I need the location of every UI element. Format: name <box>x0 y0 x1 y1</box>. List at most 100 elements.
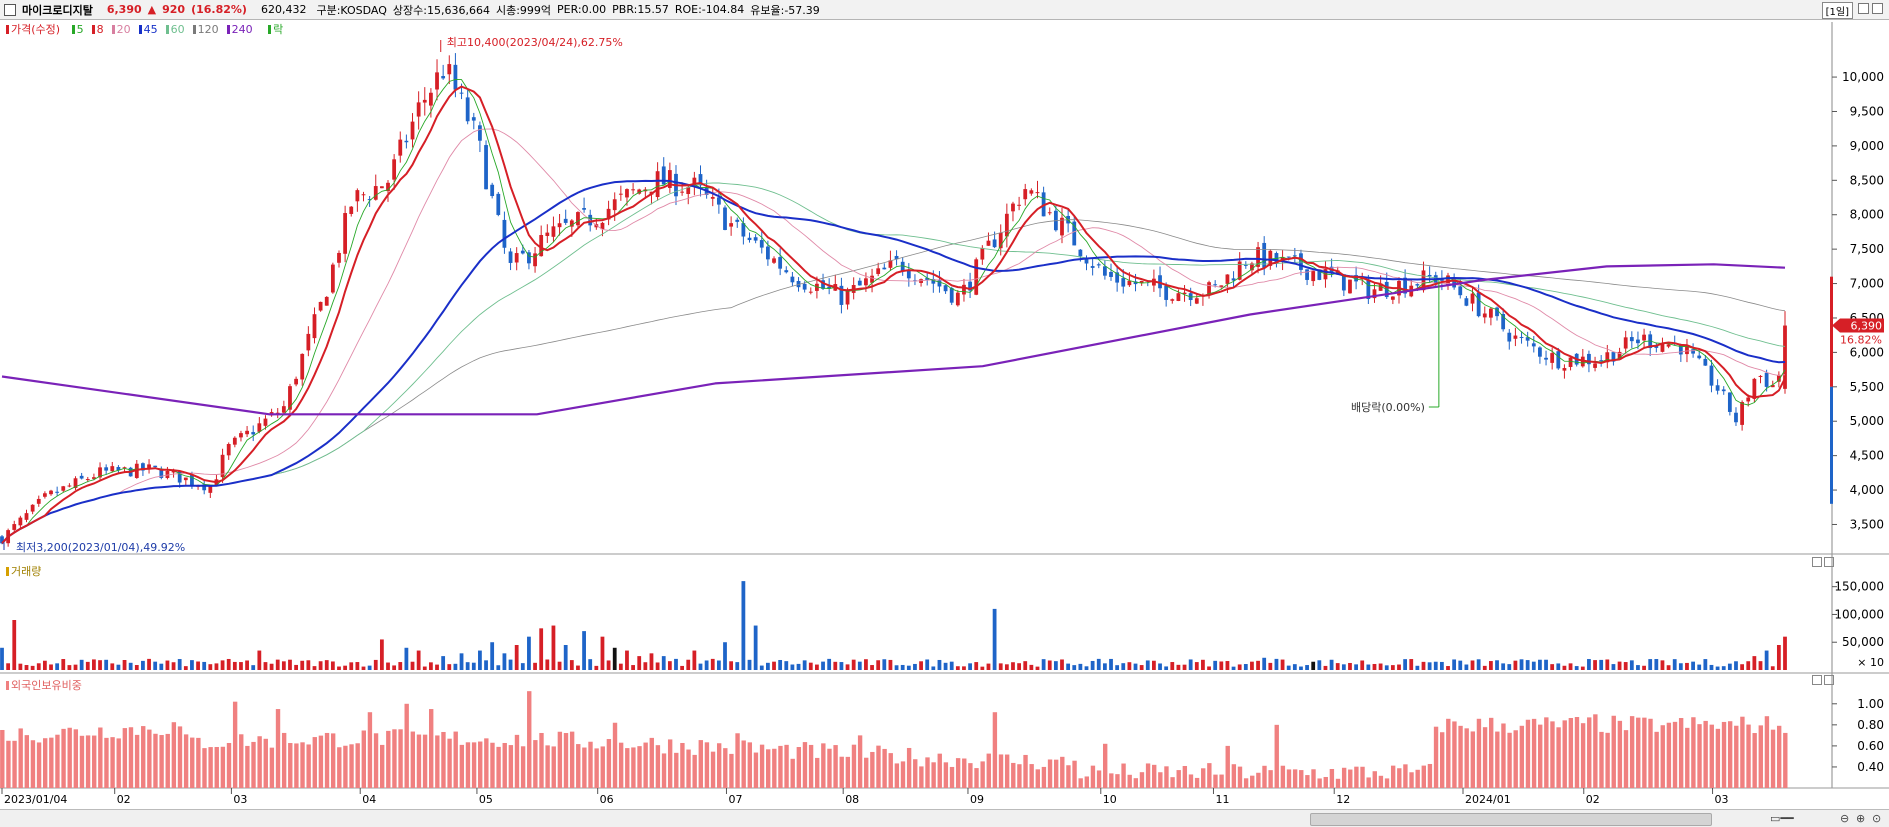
candle-body <box>1427 274 1432 277</box>
foreign-bar <box>300 742 305 788</box>
candle-body <box>1072 221 1077 246</box>
volume-bar <box>1115 665 1120 670</box>
volume-bar <box>110 663 115 670</box>
candle-body <box>1617 351 1622 360</box>
candle-body <box>226 444 231 456</box>
candle-body <box>85 479 90 481</box>
candle-body <box>1721 389 1726 392</box>
close-icon[interactable] <box>1872 3 1883 14</box>
volume-bar <box>637 656 642 670</box>
volume-bar <box>1409 659 1414 670</box>
foreign-bar <box>851 744 857 788</box>
candle-body <box>1127 280 1132 286</box>
candle-body <box>1225 274 1230 284</box>
foreign-bar <box>1354 766 1359 788</box>
volume-tick-label: 150,000 <box>1834 580 1884 594</box>
foreign-panel-close-icon[interactable] <box>1824 675 1834 685</box>
candle-body <box>857 280 862 286</box>
foreign-bar <box>533 740 538 788</box>
candle-body <box>870 275 874 283</box>
candle-body <box>1495 307 1499 317</box>
foreign-bar <box>986 753 991 788</box>
volume-bar <box>1776 645 1781 670</box>
candle-body <box>1770 384 1775 388</box>
scrollbar-thumb[interactable] <box>1310 813 1712 826</box>
volume-bar <box>1084 666 1089 670</box>
foreign-bar <box>1109 773 1114 788</box>
foreign-bar <box>251 741 256 788</box>
volume-panel-minimize-icon[interactable] <box>1812 557 1822 567</box>
volume-bar <box>1121 663 1126 670</box>
candle-body <box>122 467 127 469</box>
foreign-panel-minimize-icon[interactable] <box>1812 675 1822 685</box>
foreign-bar <box>1084 776 1089 788</box>
candle-body <box>177 470 182 483</box>
foreign-bar <box>1587 717 1592 788</box>
volume-bar <box>122 660 127 670</box>
price-tick-label: 4,500 <box>1850 449 1884 463</box>
volume-bar <box>337 666 341 670</box>
volume-bar <box>318 661 323 670</box>
minimize-icon[interactable] <box>1858 3 1869 14</box>
candle-body <box>1734 412 1738 423</box>
date-tick-label: 09 <box>970 793 984 806</box>
volume-bar <box>1746 661 1751 670</box>
candle-body <box>778 257 783 269</box>
foreign-bar <box>1433 726 1439 788</box>
price-tick-label: 7,000 <box>1850 277 1884 291</box>
volume-bar <box>1415 665 1420 670</box>
zoom-in-icon[interactable]: ⊕ <box>1856 812 1866 825</box>
foreign-bar <box>1115 774 1120 788</box>
candle-body <box>790 276 795 283</box>
candle-body <box>330 264 335 293</box>
pbr-value: PBR:15.57 <box>612 3 669 16</box>
price-tick-label: 4,000 <box>1850 483 1884 497</box>
candle-body <box>18 517 23 526</box>
stock-chart[interactable]: 10,0009,5009,0008,5008,0007,5007,0006,50… <box>0 0 1889 809</box>
volume-bar <box>1446 666 1450 670</box>
foreign-bar <box>1066 765 1071 788</box>
foreign-bar <box>1568 718 1574 788</box>
foreign-bar <box>508 745 514 788</box>
volume-bar <box>1580 666 1585 670</box>
volume-bar <box>1550 664 1555 670</box>
volume-bar <box>759 665 764 670</box>
volume-bar <box>520 663 525 670</box>
foreign-bar <box>845 756 851 788</box>
foreign-bar <box>894 763 900 788</box>
candle-body <box>520 250 525 254</box>
select-checkbox[interactable] <box>4 3 16 16</box>
volume-bar <box>6 663 11 670</box>
volume-bar <box>686 659 691 670</box>
market-type: 구분:KOSDAQ <box>316 3 387 17</box>
volume-bar <box>1495 660 1499 670</box>
volume-bar <box>1568 663 1573 670</box>
candle-body <box>208 486 213 493</box>
foreign-bar <box>122 728 128 788</box>
candle-body <box>1139 280 1144 284</box>
foreign-bar <box>128 727 134 788</box>
slider-icon[interactable]: ▭━━ <box>1770 812 1794 825</box>
foreign-bar <box>171 722 177 788</box>
candle-body <box>569 220 574 227</box>
volume-bar <box>1727 663 1732 670</box>
zoom-out-icon[interactable]: ⊖ <box>1840 812 1850 825</box>
candle-body <box>1348 279 1352 294</box>
period-button[interactable]: [1일] <box>1821 2 1853 19</box>
volume-bar <box>1004 664 1009 670</box>
candle-body <box>153 465 158 468</box>
candle-body <box>367 199 372 201</box>
chart-scrollbar[interactable]: ▭━━ ⊖ ⊕ ⊙ <box>0 809 1889 827</box>
zoom-reset-icon[interactable]: ⊙ <box>1872 812 1882 825</box>
volume-panel-close-icon[interactable] <box>1824 557 1834 567</box>
foreign-bar <box>459 744 465 788</box>
volume-bar <box>386 662 390 670</box>
last-price-label: 6,390 <box>1851 320 1883 333</box>
foreign-bar <box>153 733 158 788</box>
volume-bar <box>888 659 893 670</box>
foreign-bar <box>18 728 23 788</box>
candle-body <box>955 292 960 306</box>
ma-240-line <box>1 263 1786 416</box>
foreign-bar <box>1593 714 1598 788</box>
foreign-bar <box>864 757 869 788</box>
